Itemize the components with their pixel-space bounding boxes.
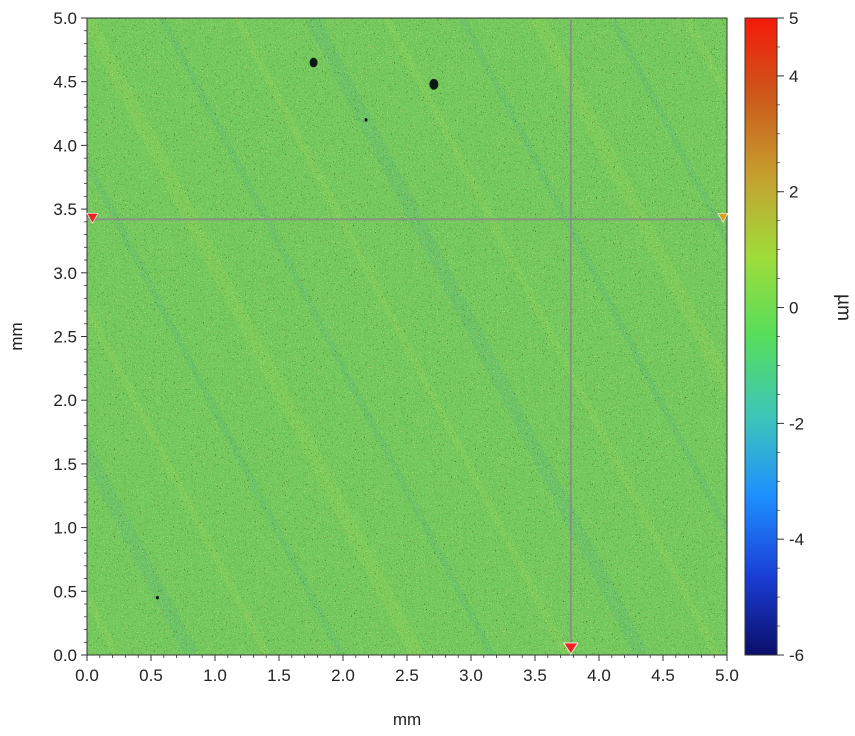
y-tick-label: 0.0: [53, 646, 77, 665]
x-tick-label: 2.5: [395, 666, 419, 685]
x-tick-label: 1.5: [267, 666, 291, 685]
defect-spot: [310, 58, 318, 68]
colorbar-tick-label: 5: [789, 9, 798, 28]
y-tick-label: 2.0: [53, 391, 77, 410]
x-tick-label: 0.0: [75, 666, 99, 685]
colorbar-tick-label: -2: [789, 414, 804, 433]
defect-spot: [429, 79, 438, 90]
x-axis-label: mm: [393, 710, 421, 729]
colorbar-tick-label: 0: [789, 299, 798, 318]
x-tick-label: 3.5: [523, 666, 547, 685]
y-tick-label: 4.5: [53, 73, 77, 92]
y-tick-label: 4.0: [53, 136, 77, 155]
y-tick-label: 3.0: [53, 264, 77, 283]
x-tick-label: 4.5: [651, 666, 675, 685]
y-tick-label: 1.0: [53, 519, 77, 538]
y-axis: 0.0 0.5 1.0 1.5 2.0 2.5 3.0 3.5 4.0 4.5 5.0: [53, 9, 87, 665]
defect-spot: [365, 118, 368, 122]
y-tick-label: 0.5: [53, 582, 77, 601]
y-axis-label: mm: [7, 322, 26, 350]
x-axis: 0.0 0.5 1.0 1.5 2.0 2.5 3.0 3.5 4.0 4.5 5.0: [75, 655, 739, 685]
colorbar-tick-label: 2: [789, 183, 798, 202]
y-tick-label: 3.5: [53, 200, 77, 219]
colorbar-label: µm: [833, 294, 854, 321]
surface-stripe: [837, 18, 855, 655]
colorbar: [745, 18, 777, 655]
x-tick-label: 5.0: [715, 666, 739, 685]
defect-spot: [156, 596, 159, 600]
colorbar-tick-label: -4: [789, 530, 804, 549]
y-tick-label: 1.5: [53, 455, 77, 474]
x-tick-label: 0.5: [139, 666, 163, 685]
colorbar-tick-label: -6: [789, 646, 804, 665]
x-tick-label: 2.0: [331, 666, 355, 685]
x-tick-label: 4.0: [587, 666, 611, 685]
surface-highlights: [87, 18, 727, 655]
x-tick-label: 1.0: [203, 666, 227, 685]
y-tick-label: 2.5: [53, 328, 77, 347]
y-tick-label: 5.0: [53, 9, 77, 28]
colorbar-tick-label: 4: [789, 67, 798, 86]
colorbar-ticks: 5 4 2 0 -2 -4 -6: [777, 9, 804, 665]
x-tick-label: 3.0: [459, 666, 483, 685]
